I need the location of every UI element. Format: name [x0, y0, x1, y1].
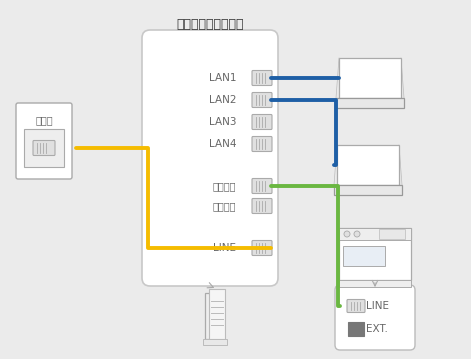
- Text: LAN3: LAN3: [209, 117, 236, 127]
- Text: LINE: LINE: [213, 243, 236, 253]
- FancyBboxPatch shape: [252, 178, 272, 194]
- Bar: [339, 228, 411, 280]
- Circle shape: [344, 231, 350, 237]
- FancyBboxPatch shape: [335, 285, 415, 350]
- FancyBboxPatch shape: [252, 136, 272, 151]
- Text: 光回線: 光回線: [35, 115, 53, 125]
- FancyBboxPatch shape: [252, 93, 272, 107]
- Bar: [348, 322, 364, 336]
- FancyBboxPatch shape: [142, 30, 278, 286]
- Bar: [24, 129, 64, 167]
- Bar: [205, 293, 221, 339]
- Bar: [336, 98, 404, 108]
- FancyBboxPatch shape: [252, 241, 272, 256]
- Bar: [203, 339, 227, 345]
- Bar: [337, 145, 399, 185]
- Bar: [209, 289, 225, 335]
- Text: LINE: LINE: [366, 301, 389, 311]
- Text: LAN1: LAN1: [209, 73, 236, 83]
- Text: EXT.: EXT.: [366, 324, 388, 334]
- Bar: [334, 185, 402, 195]
- Bar: [209, 289, 225, 339]
- FancyBboxPatch shape: [252, 70, 272, 85]
- Text: 電話機１: 電話機１: [212, 181, 236, 191]
- Bar: [343, 246, 385, 266]
- Circle shape: [354, 231, 360, 237]
- Text: LAN4: LAN4: [209, 139, 236, 149]
- FancyBboxPatch shape: [16, 103, 72, 179]
- FancyBboxPatch shape: [252, 115, 272, 130]
- Text: ひかり電話対応機器: ひかり電話対応機器: [176, 18, 244, 31]
- Bar: [379, 229, 405, 239]
- FancyBboxPatch shape: [252, 199, 272, 214]
- FancyBboxPatch shape: [347, 299, 365, 312]
- FancyBboxPatch shape: [33, 140, 55, 155]
- Text: LAN2: LAN2: [209, 95, 236, 105]
- Bar: [339, 58, 401, 98]
- Bar: [339, 228, 411, 240]
- Text: 電話機２: 電話機２: [212, 201, 236, 211]
- Bar: [339, 280, 411, 287]
